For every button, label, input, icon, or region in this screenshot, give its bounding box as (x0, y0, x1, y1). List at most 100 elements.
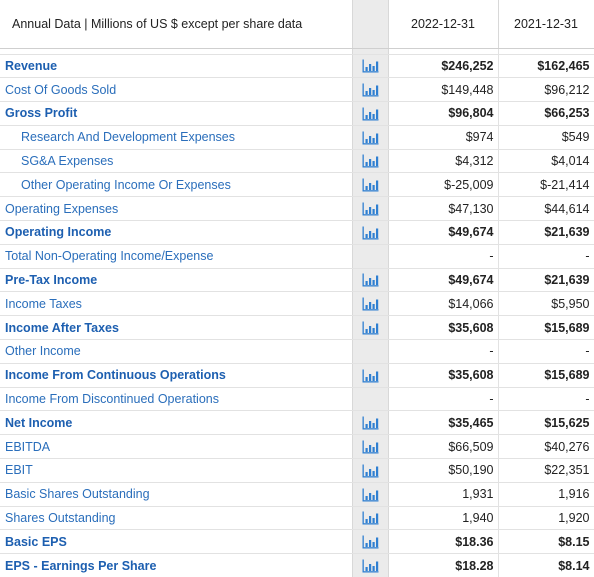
row-label-link[interactable]: Revenue (0, 54, 352, 79)
row-label-link[interactable]: Pre-Tax Income (0, 268, 352, 293)
bar-chart-icon[interactable] (362, 416, 379, 430)
bar-chart-icon[interactable] (362, 154, 379, 168)
row-chart-cell[interactable] (351, 315, 389, 341)
row-label-link[interactable]: EBITDA (0, 434, 352, 460)
row-label-link[interactable]: Gross Profit (0, 101, 352, 126)
table-header-chart-column (351, 0, 389, 49)
row-label-link[interactable]: Basic Shares Outstanding (0, 482, 352, 507)
row-chart-cell[interactable] (351, 434, 389, 460)
bar-chart-icon[interactable] (362, 273, 379, 287)
row-label-link[interactable]: Cost Of Goods Sold (0, 77, 352, 103)
row-label-link[interactable]: Operating Expenses (0, 196, 352, 222)
bar-chart-icon[interactable] (362, 83, 379, 97)
bar-chart-icon[interactable] (362, 226, 379, 240)
row-label-link[interactable]: Other Operating Income Or Expenses (0, 172, 352, 198)
row-label-link[interactable]: Basic EPS (0, 529, 352, 555)
row-chart-cell[interactable] (351, 506, 389, 531)
row-label-link[interactable]: Income From Continuous Operations (0, 363, 352, 388)
row-value-year-1: $246,252 (388, 54, 499, 79)
row-chart-cell[interactable] (351, 220, 389, 245)
row-value-year-2: $66,253 (498, 101, 594, 126)
table-row: Gross Profit $96,804 $66,253 (0, 101, 594, 126)
row-value-year-1: 1,931 (388, 482, 499, 507)
row-value-year-1: $49,674 (388, 220, 499, 245)
bar-chart-icon[interactable] (362, 464, 379, 478)
row-value-year-2: $4,014 (498, 149, 594, 174)
row-value-year-1: $149,448 (388, 77, 499, 103)
row-value-year-1: $35,608 (388, 363, 499, 388)
row-label-link[interactable]: Operating Income (0, 220, 352, 245)
row-chart-cell[interactable] (351, 101, 389, 126)
table-header-year-2: 2021-12-31 (498, 0, 594, 49)
table-row: Net Income $35,465 $15,625 (0, 410, 594, 436)
row-chart-cell[interactable] (351, 125, 389, 150)
row-chart-cell[interactable] (351, 149, 389, 174)
bar-chart-icon[interactable] (362, 107, 379, 121)
row-label-link[interactable]: EBIT (0, 458, 352, 483)
bar-chart-icon[interactable] (362, 559, 379, 573)
row-label-link[interactable]: Income Taxes (0, 291, 352, 317)
row-value-year-1: $47,130 (388, 196, 499, 222)
row-chart-cell[interactable] (351, 410, 389, 436)
bar-chart-icon[interactable] (362, 321, 379, 335)
row-chart-cell[interactable] (351, 458, 389, 483)
row-value-year-2: $15,689 (498, 315, 594, 341)
row-value-year-2: 1,916 (498, 482, 594, 507)
row-value-year-1: $14,066 (388, 291, 499, 317)
row-chart-cell[interactable] (351, 363, 389, 388)
bar-chart-icon[interactable] (362, 59, 379, 73)
bar-chart-icon[interactable] (362, 202, 379, 216)
row-value-year-1: $50,190 (388, 458, 499, 483)
row-value-year-2: $22,351 (498, 458, 594, 483)
row-label-link[interactable]: Net Income (0, 410, 352, 436)
bar-chart-icon[interactable] (362, 297, 379, 311)
row-chart-cell[interactable] (351, 172, 389, 198)
row-label-link[interactable]: Research And Development Expenses (0, 125, 352, 150)
row-value-year-2: $40,276 (498, 434, 594, 460)
bar-chart-icon[interactable] (362, 131, 379, 145)
table-row: Other Income - - (0, 339, 594, 364)
row-chart-cell[interactable] (351, 529, 389, 555)
row-value-year-2: - (498, 244, 594, 269)
row-value-year-2: 1,920 (498, 506, 594, 531)
table-row: EBIT $50,190 $22,351 (0, 458, 594, 483)
row-label-link[interactable]: Other Income (0, 339, 352, 364)
row-chart-cell[interactable] (351, 77, 389, 103)
row-chart-cell[interactable] (351, 268, 389, 293)
row-label-link[interactable]: SG&A Expenses (0, 149, 352, 174)
row-chart-cell[interactable] (351, 196, 389, 222)
row-value-year-2: $21,639 (498, 268, 594, 293)
row-value-year-1: $66,509 (388, 434, 499, 460)
bar-chart-icon[interactable] (362, 511, 379, 525)
table-row: Basic EPS $18.36 $8.15 (0, 529, 594, 555)
table-row: Cost Of Goods Sold $149,448 $96,212 (0, 77, 594, 103)
row-value-year-1: - (388, 387, 499, 412)
bar-chart-icon[interactable] (362, 488, 379, 502)
row-value-year-1: $4,312 (388, 149, 499, 174)
bar-chart-icon[interactable] (362, 440, 379, 454)
table-row: Revenue $246,252 $162,465 (0, 54, 594, 79)
bar-chart-icon[interactable] (362, 369, 379, 383)
row-chart-cell (351, 244, 389, 269)
row-label-link[interactable]: Income From Discontinued Operations (0, 387, 352, 412)
row-value-year-1: $49,674 (388, 268, 499, 293)
row-chart-cell[interactable] (351, 482, 389, 507)
header-spacer-row (0, 48, 594, 55)
row-label-link[interactable]: Total Non-Operating Income/Expense (0, 244, 352, 269)
row-label-link[interactable]: EPS - Earnings Per Share (0, 553, 352, 577)
row-label-link[interactable]: Income After Taxes (0, 315, 352, 341)
row-value-year-2: $549 (498, 125, 594, 150)
row-value-year-2: - (498, 339, 594, 364)
bar-chart-icon[interactable] (362, 535, 379, 549)
row-chart-cell[interactable] (351, 54, 389, 79)
row-value-year-1: 1,940 (388, 506, 499, 531)
table-row: EBITDA $66,509 $40,276 (0, 434, 594, 460)
bar-chart-icon[interactable] (362, 178, 379, 192)
row-chart-cell[interactable] (351, 553, 389, 577)
row-label-link[interactable]: Shares Outstanding (0, 506, 352, 531)
row-value-year-1: $-25,009 (388, 172, 499, 198)
row-value-year-1: $35,465 (388, 410, 499, 436)
row-chart-cell[interactable] (351, 291, 389, 317)
